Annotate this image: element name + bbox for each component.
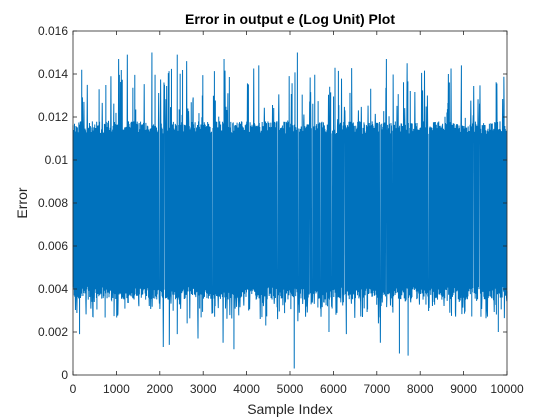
y-axis-ticks: 0 0.002 0.004 0.006 0.008 0.01 0.012 0.014 0.016 bbox=[38, 24, 507, 382]
x-tick-label: 5000 bbox=[277, 382, 304, 396]
series-error-line bbox=[72, 52, 508, 369]
y-tick-label: 0.01 bbox=[45, 153, 69, 167]
y-tick-label: 0 bbox=[61, 368, 68, 382]
y-tick-label: 0.008 bbox=[38, 196, 68, 210]
y-tick-label: 0.002 bbox=[38, 325, 68, 339]
y-tick-label: 0.012 bbox=[38, 110, 68, 124]
x-axis-ticks: 0 1000 2000 3000 4000 5000 6000 7000 8000 9000 100… bbox=[70, 31, 524, 396]
x-tick-label: 2000 bbox=[146, 382, 173, 396]
x-tick-label: 7000 bbox=[363, 382, 390, 396]
x-tick-label: 8000 bbox=[407, 382, 434, 396]
y-tick-label: 0.004 bbox=[38, 282, 68, 296]
x-tick-label: 1000 bbox=[103, 382, 130, 396]
chart-title: Error in output e (Log Unit) Plot bbox=[185, 11, 395, 27]
x-tick-label: 0 bbox=[70, 382, 77, 396]
x-tick-label: 9000 bbox=[450, 382, 477, 396]
x-axis-label: Sample Index bbox=[247, 401, 333, 417]
x-tick-label: 6000 bbox=[320, 382, 347, 396]
y-tick-label: 0.014 bbox=[38, 67, 68, 81]
x-tick-label: 10000 bbox=[490, 382, 524, 396]
y-axis-label: Error bbox=[14, 187, 30, 218]
y-tick-label: 0.016 bbox=[38, 24, 68, 38]
y-tick-label: 0.006 bbox=[38, 239, 68, 253]
x-tick-label: 4000 bbox=[233, 382, 260, 396]
x-tick-label: 3000 bbox=[190, 382, 217, 396]
